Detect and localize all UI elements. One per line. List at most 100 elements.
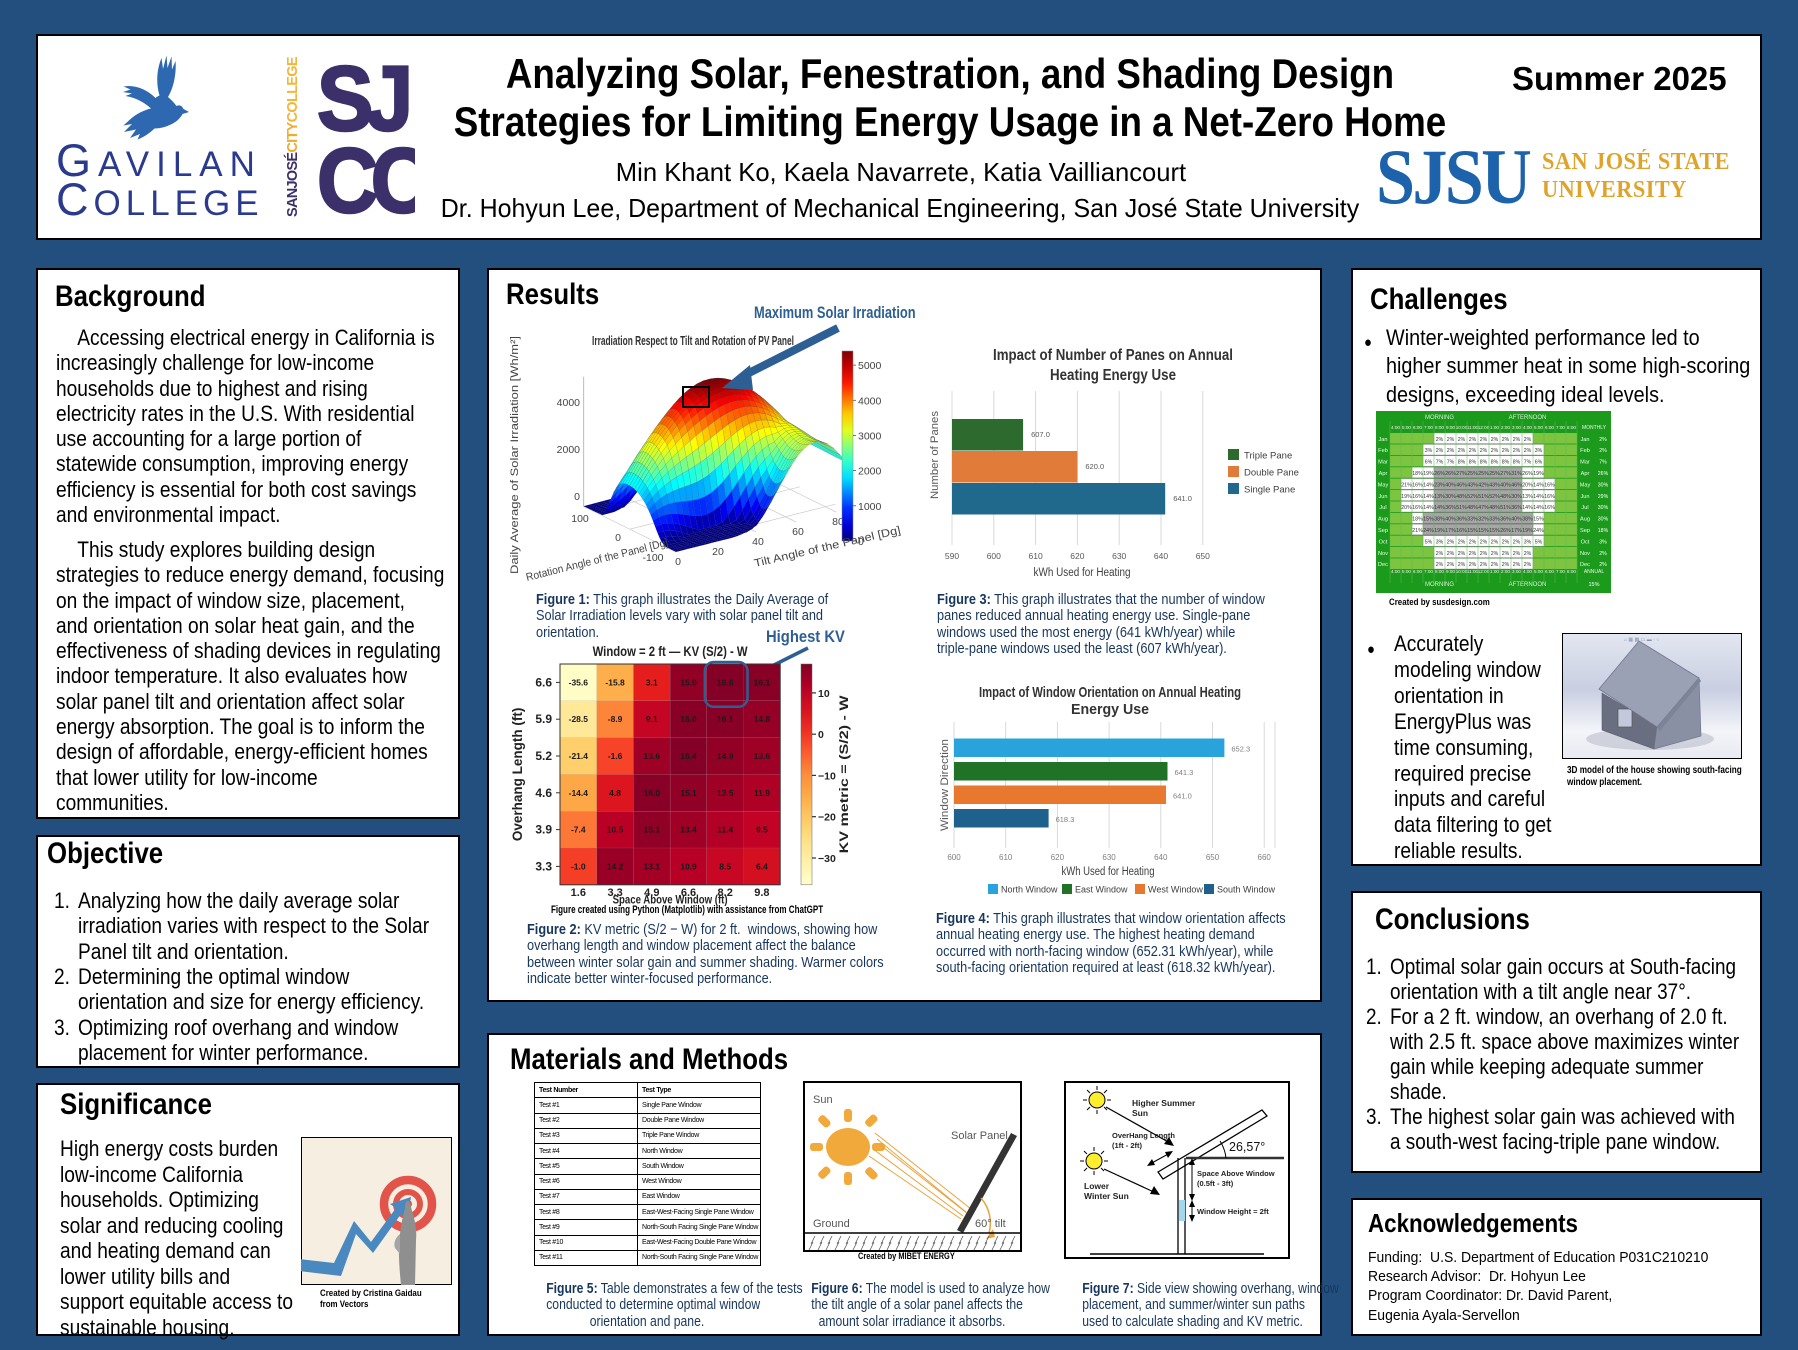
svg-text:⌂ ▦ ▩ ▭ ▬ · ○: ⌂ ▦ ▩ ▭ ▬ · ○ xyxy=(1624,637,1659,643)
svg-text:kWh Used for Heating: kWh Used for Heating xyxy=(1034,567,1131,579)
svg-text:Aug: Aug xyxy=(1378,517,1388,523)
svg-text:Number of Panes: Number of Panes xyxy=(929,410,941,499)
svg-text:Lower: Lower xyxy=(1084,1181,1110,1191)
svg-text:2%: 2% xyxy=(1480,437,1488,443)
svg-text:607.0: 607.0 xyxy=(1031,430,1050,439)
svg-text:2%: 2% xyxy=(1447,448,1455,454)
svg-text:Jan: Jan xyxy=(1378,437,1387,443)
svg-text:-100: -100 xyxy=(642,552,663,564)
svg-text:8%: 8% xyxy=(1469,460,1477,466)
svg-text:-14.4: -14.4 xyxy=(569,788,589,798)
svg-text:4.8: 4.8 xyxy=(609,788,621,798)
svg-text:2%: 2% xyxy=(1447,562,1455,568)
svg-text:660: 660 xyxy=(1258,853,1272,862)
svg-text:2%: 2% xyxy=(1513,539,1521,545)
svg-text:16%: 16% xyxy=(1456,528,1467,534)
svg-text:(0.5ft - 3ft): (0.5ft - 3ft) xyxy=(1197,1179,1234,1188)
svg-text:19%: 19% xyxy=(1423,471,1434,477)
svg-text:36%: 36% xyxy=(1456,517,1467,523)
svg-text:8:00: 8:00 xyxy=(1567,569,1576,574)
svg-text:14%: 14% xyxy=(1423,505,1434,511)
svg-text:Single Pane: Single Pane xyxy=(1244,485,1295,496)
svg-text:29%: 29% xyxy=(1598,494,1609,500)
svg-text:2%: 2% xyxy=(1469,448,1477,454)
svg-text:2%: 2% xyxy=(1436,551,1444,557)
svg-text:3%: 3% xyxy=(1535,448,1543,454)
svg-text:14%: 14% xyxy=(1533,482,1544,488)
svg-text:Feb: Feb xyxy=(1378,448,1388,454)
svg-text:48%: 48% xyxy=(1489,505,1500,511)
svg-text:AFTERNOON: AFTERNOON xyxy=(1509,415,1547,421)
svg-text:590: 590 xyxy=(945,551,959,561)
svg-text:36%: 36% xyxy=(1500,517,1511,523)
svg-text:3:00: 3:00 xyxy=(1512,425,1521,430)
svg-text:46%: 46% xyxy=(1456,482,1467,488)
svg-text:2%: 2% xyxy=(1447,551,1455,557)
svg-text:SANJOSÉCITYCOLLEGE: SANJOSÉCITYCOLLEGE xyxy=(284,56,301,217)
svg-text:2%: 2% xyxy=(1524,551,1532,557)
svg-text:620: 620 xyxy=(1070,551,1084,561)
svg-text:15%: 15% xyxy=(1423,517,1434,523)
svg-text:6:00: 6:00 xyxy=(1545,425,1554,430)
svg-text:2%: 2% xyxy=(1513,562,1521,568)
svg-text:Solar Panel: Solar Panel xyxy=(951,1130,1008,1142)
svg-text:0: 0 xyxy=(574,491,580,503)
svg-text:Impact of Window Orientation o: Impact of Window Orientation on Annual H… xyxy=(979,684,1241,701)
svg-text:24%: 24% xyxy=(1423,528,1434,534)
svg-text:40%: 40% xyxy=(1500,482,1511,488)
svg-text:7:00: 7:00 xyxy=(1424,425,1433,430)
svg-text:25%: 25% xyxy=(1489,471,1500,477)
svg-text:11:00: 11:00 xyxy=(1467,425,1479,430)
svg-text:60: 60 xyxy=(792,526,804,538)
svg-text:14%: 14% xyxy=(1423,494,1434,500)
svg-text:620: 620 xyxy=(1051,853,1065,862)
svg-text:Sep: Sep xyxy=(1580,528,1590,534)
svg-text:10: 10 xyxy=(818,688,830,700)
svg-text:8%: 8% xyxy=(1480,460,1488,466)
svg-text:17%: 17% xyxy=(1445,528,1456,534)
svg-text:2%: 2% xyxy=(1524,437,1532,443)
svg-text:15.1: 15.1 xyxy=(644,825,661,835)
svg-text:3%: 3% xyxy=(1436,539,1444,545)
svg-text:40%: 40% xyxy=(1511,517,1522,523)
svg-text:610: 610 xyxy=(999,853,1013,862)
svg-text:2%: 2% xyxy=(1458,539,1466,545)
svg-text:2%: 2% xyxy=(1513,448,1521,454)
svg-text:8:00: 8:00 xyxy=(1435,569,1444,574)
svg-text:641.3: 641.3 xyxy=(1175,768,1194,777)
svg-text:10:00: 10:00 xyxy=(1456,569,1468,574)
svg-text:17%: 17% xyxy=(1511,528,1522,534)
svg-text:5%: 5% xyxy=(1425,539,1433,545)
svg-text:2%: 2% xyxy=(1436,448,1444,454)
svg-text:16%: 16% xyxy=(1412,505,1423,511)
svg-text:-35.6: -35.6 xyxy=(569,677,589,687)
svg-text:19%: 19% xyxy=(1533,471,1544,477)
svg-text:East Window: East Window xyxy=(1075,885,1128,895)
svg-text:12:00: 12:00 xyxy=(1478,569,1490,574)
svg-text:Triple Pane: Triple Pane xyxy=(1244,451,1292,462)
svg-text:Ground: Ground xyxy=(813,1218,850,1230)
svg-text:6:00: 6:00 xyxy=(1413,425,1422,430)
svg-text:16.6: 16.6 xyxy=(717,677,734,687)
svg-text:−20: −20 xyxy=(818,812,836,824)
svg-text:7%: 7% xyxy=(1524,460,1532,466)
svg-text:36%: 36% xyxy=(1445,505,1456,511)
svg-text:2:00: 2:00 xyxy=(1501,425,1510,430)
svg-text:West Window: West Window xyxy=(1148,885,1203,895)
svg-text:Nov: Nov xyxy=(1580,551,1590,557)
svg-text:16%: 16% xyxy=(1544,505,1555,511)
svg-text:Oct: Oct xyxy=(1581,539,1590,545)
svg-text:40%: 40% xyxy=(1445,517,1456,523)
svg-text:650: 650 xyxy=(1206,853,1220,862)
svg-text:42%: 42% xyxy=(1478,482,1489,488)
svg-text:6.6: 6.6 xyxy=(681,887,696,899)
svg-text:16%: 16% xyxy=(1412,494,1423,500)
svg-text:14%: 14% xyxy=(1533,505,1544,511)
svg-text:3:00: 3:00 xyxy=(1512,569,1521,574)
svg-text:Jul: Jul xyxy=(1581,505,1588,511)
svg-text:3%: 3% xyxy=(1524,539,1532,545)
svg-text:620.0: 620.0 xyxy=(1085,462,1104,471)
svg-text:19%: 19% xyxy=(1401,494,1412,500)
svg-text:Overhang Length (ft): Overhang Length (ft) xyxy=(510,708,525,842)
svg-text:Jun: Jun xyxy=(1580,494,1589,500)
